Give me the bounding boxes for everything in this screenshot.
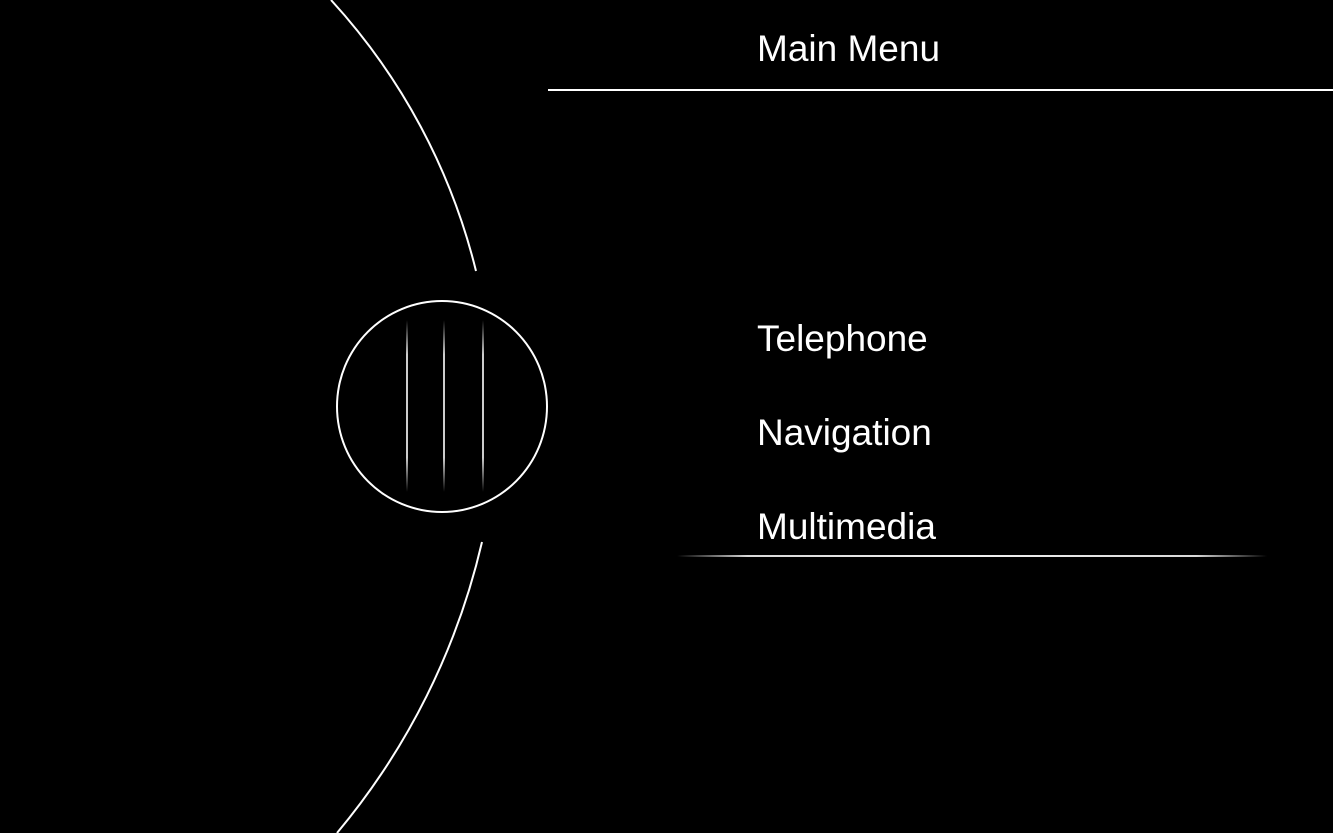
rotary-controller-knob[interactable] [336,300,548,513]
menu-item-navigation[interactable]: Navigation [757,412,932,453]
controller-arc-lower [336,541,483,833]
page-title: Main Menu [757,28,941,69]
menu-list: Telephone Navigation Multimedia [757,314,936,596]
knob-grip-line [482,320,484,492]
menu-item-multimedia[interactable]: Multimedia [757,506,936,547]
rotary-controller-icon [406,320,484,492]
controller-arc-upper [330,0,477,272]
knob-grip-line [443,320,445,492]
selection-highlight [677,555,1267,557]
menu-item-telephone[interactable]: Telephone [757,318,928,359]
knob-grip-line [406,320,408,492]
header-bar: Main Menu [548,0,1333,91]
